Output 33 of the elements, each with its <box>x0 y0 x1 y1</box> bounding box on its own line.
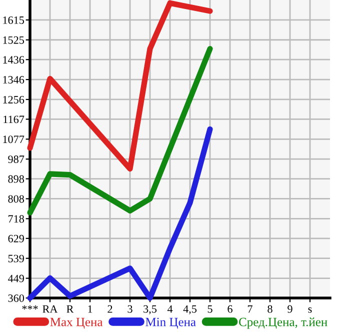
x-tick-label: RA <box>42 305 58 313</box>
y-tick-label: 1525 <box>3 36 24 44</box>
x-tick-label: 6 <box>228 305 232 313</box>
y-tick-label: 449 <box>8 274 24 282</box>
legend-label: Max Цена <box>50 318 103 329</box>
y-tick-label: 360 <box>8 294 24 302</box>
legend-label: Сред.Цена, т.йен <box>239 318 328 329</box>
y-tick-label: 987 <box>8 156 24 164</box>
y-tick-label: 898 <box>8 175 24 183</box>
y-tick-label: 1615 <box>3 16 24 24</box>
y-tick-label: 808 <box>8 195 24 203</box>
x-tick-label: 4 <box>167 305 173 313</box>
y-tick-label: 1077 <box>3 136 24 144</box>
y-tick-label: 1167 <box>4 116 24 124</box>
y-tick-label: 539 <box>8 254 24 262</box>
y-tick-label: 629 <box>8 234 24 242</box>
x-tick-label: 9 <box>288 305 292 313</box>
x-tick-label: s <box>308 307 312 313</box>
y-tick-label: 718 <box>8 215 24 223</box>
x-tick-label: 1 <box>88 305 92 313</box>
x-tick-label: 7 <box>248 305 252 313</box>
y-tick-label: 1436 <box>3 56 24 64</box>
legend-label: Min Цена <box>146 318 196 329</box>
x-tick-label: R <box>66 305 74 313</box>
x-tick-label: 3,5 <box>144 305 157 314</box>
x-tick-label: 4,5 <box>183 305 197 314</box>
y-tick-label: 1256 <box>3 96 24 104</box>
x-tick-label: 8 <box>268 305 272 313</box>
y-tick-label: 1346 <box>3 76 24 84</box>
x-tick-label: 5 <box>208 305 212 313</box>
x-tick-label: *** <box>22 305 38 310</box>
x-tick-label: 3 <box>128 305 132 313</box>
x-tick-label: 2 <box>108 305 112 313</box>
